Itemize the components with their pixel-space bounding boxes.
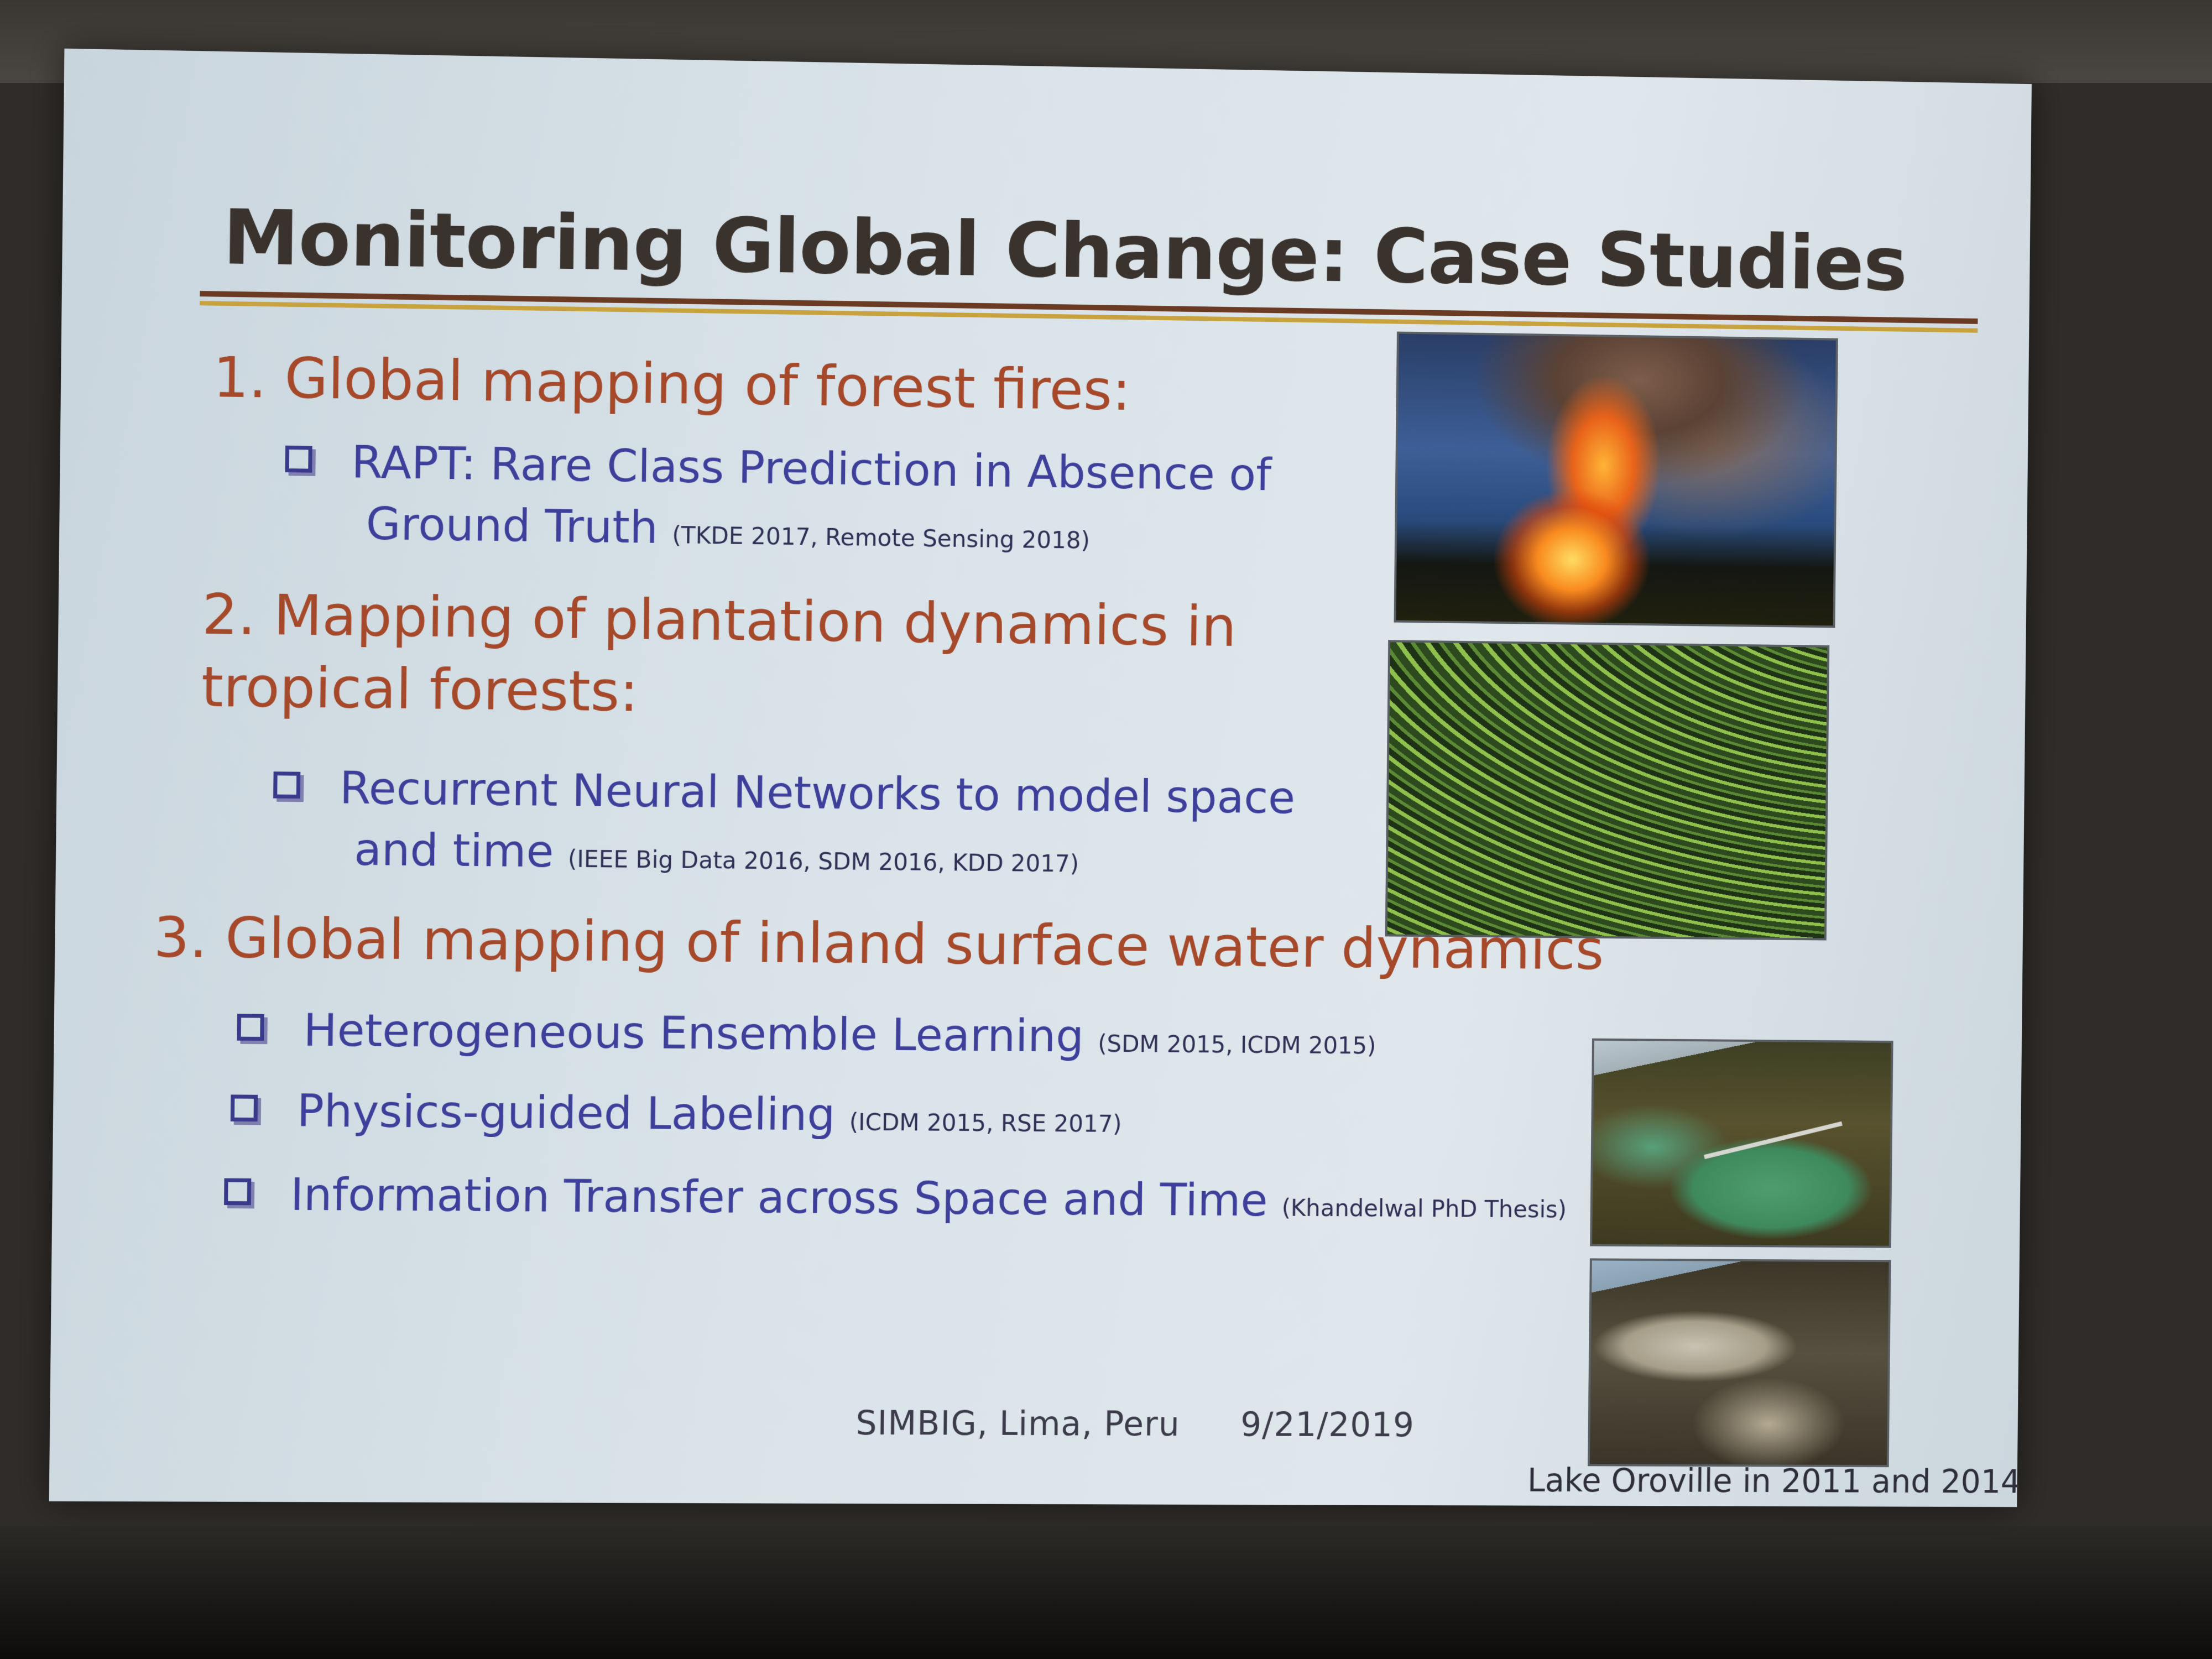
footer-event: SIMBIG, Lima, Peru: [855, 1404, 1180, 1444]
plantation-aerial-photo: [1385, 640, 1830, 940]
checkbox-bullet-icon: [273, 771, 300, 799]
bullet-text: Ground Truth: [366, 498, 658, 553]
bridge-shape: [1704, 1121, 1843, 1159]
section-3-bullet-2: Physics-guided Labeling (ICDM 2015, RSE …: [230, 1081, 1122, 1154]
bullet-text: Physics-guided Labeling: [296, 1085, 835, 1140]
citation: (TKDE 2017, Remote Sensing 2018): [672, 521, 1090, 554]
section-2-bullet-1-cont: and time (IEEE Big Data 2016, SDM 2016, …: [354, 820, 1079, 894]
lake-oroville-2011-photo: [1590, 1039, 1893, 1248]
section-3-bullet-1: Heterogeneous Ensemble Learning (SDM 201…: [237, 1000, 1376, 1076]
slide-title: Monitoring Global Change: Case Studies: [222, 194, 1907, 308]
footer-date: 9/21/2019: [1240, 1405, 1415, 1444]
lake-oroville-2014-photo: [1588, 1258, 1891, 1467]
bullet-text: Heterogeneous Ensemble Learning: [303, 1004, 1084, 1062]
section-1-bullet-1: RAPT: Rare Class Prediction in Absence o…: [285, 431, 1271, 505]
section-2-bullet-1: Recurrent Neural Networks to model space: [273, 758, 1296, 828]
bullet-text: and time: [354, 823, 554, 877]
section-3-bullet-3: Information Transfer across Space and Ti…: [224, 1164, 1567, 1239]
section-2-heading: 2. Mapping of plantation dynamics in: [202, 578, 1237, 663]
citation: (SDM 2015, ICDM 2015): [1098, 1030, 1376, 1060]
bullet-text: RAPT: Rare Class Prediction in Absence o…: [351, 436, 1272, 500]
bullet-text: Recurrent Neural Networks to model space: [340, 762, 1296, 823]
projected-slide: Monitoring Global Change: Case Studies 1…: [49, 49, 2032, 1507]
section-1-heading: 1. Global mapping of forest fires:: [213, 341, 1131, 427]
section-1-bullet-1-cont: Ground Truth (TKDE 2017, Remote Sensing …: [366, 494, 1091, 571]
checkbox-bullet-icon: [224, 1178, 251, 1206]
forest-fire-photo: [1394, 332, 1838, 628]
bullet-text: Information Transfer across Space and Ti…: [290, 1168, 1268, 1226]
checkbox-bullet-icon: [237, 1014, 264, 1041]
room-floor: [0, 1526, 2212, 1659]
section-2-heading-cont: tropical forests:: [201, 651, 639, 728]
citation: (Khandelwal PhD Thesis): [1281, 1194, 1567, 1223]
citation: (ICDM 2015, RSE 2017): [849, 1108, 1121, 1137]
image-caption: Lake Oroville in 2011 and 2014: [1527, 1462, 2021, 1500]
checkbox-bullet-icon: [285, 446, 312, 473]
checkbox-bullet-icon: [231, 1094, 258, 1121]
slide-footer: SIMBIG, Lima, Peru 9/21/2019: [855, 1404, 1415, 1445]
citation: (IEEE Big Data 2016, SDM 2016, KDD 2017): [568, 845, 1079, 877]
